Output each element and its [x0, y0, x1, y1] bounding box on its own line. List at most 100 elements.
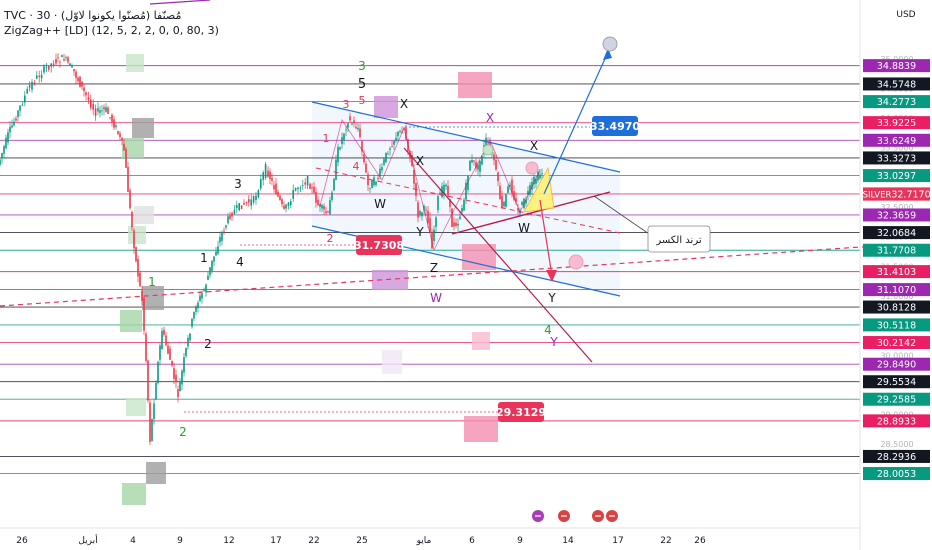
candle-body-40 — [85, 92, 87, 96]
currency-label: USD — [896, 10, 915, 20]
projection-down-arrowhead — [546, 270, 557, 282]
triangle-pattern — [523, 166, 555, 213]
candle-body-155 — [327, 211, 329, 213]
candle-body-61 — [129, 190, 131, 209]
wave-label-8: 1 — [200, 251, 208, 265]
price-tag-text-2: 34.2773 — [877, 97, 916, 108]
symbol-line[interactable]: TVC · 30 · (مُصنّفا (مُصنّوا يكونوا لاوّ… — [4, 9, 182, 22]
candle-body-99 — [205, 284, 207, 293]
candle-body-85 — [177, 389, 179, 398]
candle-body-17 — [36, 75, 38, 79]
candle-body-142 — [299, 187, 302, 189]
candle-body-177 — [371, 180, 373, 189]
candle-body-77 — [161, 330, 163, 350]
price-tag-text-15: 30.2142 — [877, 338, 916, 349]
candle-body-261 — [539, 174, 541, 179]
candle-body-185 — [387, 153, 389, 155]
candle-body-32 — [69, 63, 71, 66]
candle-body-181 — [379, 168, 381, 177]
zone-box-2 — [122, 138, 144, 158]
wave-label-21: X — [530, 139, 538, 153]
zone-box-5 — [142, 286, 164, 310]
candle-body-80 — [167, 345, 169, 354]
price-tag-text-4: 33.6249 — [877, 136, 916, 147]
candle-body-229 — [475, 162, 477, 169]
zone-boxes — [120, 54, 498, 505]
price-tag-box-14 — [863, 318, 930, 332]
candle-body-210 — [437, 195, 439, 211]
price-tag-box-18 — [863, 392, 930, 406]
candle-body-50 — [107, 107, 109, 114]
candle-body-224 — [465, 182, 467, 200]
price-tag-box-19 — [863, 414, 930, 428]
candle-body-221 — [459, 216, 461, 219]
candle-body-31 — [67, 57, 69, 63]
candle-body-174 — [365, 163, 367, 173]
wave-label-5: 4 — [353, 160, 360, 173]
descending-trendline — [403, 147, 593, 363]
candle-body-3 — [5, 137, 7, 149]
candle-body-120 — [250, 199, 252, 206]
candle-body-79 — [165, 335, 167, 346]
symbol-tag-text: SILVER — [863, 191, 892, 201]
candle-body-122 — [255, 195, 257, 201]
candle-body-81 — [169, 348, 171, 360]
candle-body-244 — [505, 194, 507, 207]
candle-body-110 — [227, 216, 229, 224]
candle-body-127 — [267, 170, 269, 177]
candle-body-147 — [311, 187, 313, 189]
candle-body-200 — [417, 202, 419, 218]
candle-body-243 — [503, 201, 505, 207]
zigzag-line — [319, 119, 541, 252]
wave-label-12: 2 — [179, 425, 187, 439]
y-tick-5: 32.5000 — [880, 203, 913, 212]
candle-body-35 — [75, 71, 77, 78]
wave-label-2: 1 — [323, 132, 330, 145]
price-tag-box-13 — [863, 300, 930, 314]
candle-body-175 — [367, 174, 369, 186]
zone-box-0 — [126, 54, 144, 72]
candle-body-194 — [405, 127, 407, 140]
candle-body-87 — [181, 370, 183, 385]
candle-body-66 — [139, 272, 141, 287]
candle-body-141 — [297, 187, 299, 190]
price-tag-text-13: 30.8128 — [877, 303, 916, 314]
candle-body-33 — [71, 65, 73, 68]
candle-body-208 — [433, 229, 435, 242]
indicator-line[interactable]: ZigZag++ [LD] (12, 5, 2, 2, 0, 0, 80, 3) — [4, 24, 219, 37]
wave-label-7: 3 — [234, 177, 242, 191]
candle-body-260 — [537, 172, 539, 181]
candle-body-179 — [375, 181, 377, 185]
wave-label-9: 4 — [236, 255, 244, 269]
candle-body-113 — [233, 210, 236, 215]
candle-body-259 — [535, 178, 537, 184]
x-tick-4: 12 — [223, 536, 234, 546]
candle-body-114 — [236, 205, 238, 209]
candle-body-41 — [87, 97, 90, 100]
projection-up-line — [543, 51, 609, 195]
candle-body-92 — [191, 318, 193, 327]
zone-box-15 — [382, 350, 402, 374]
candle-body-129 — [271, 178, 273, 181]
x-tick-10: 9 — [517, 536, 523, 546]
candle-body-154 — [325, 211, 327, 214]
candle-body-162 — [341, 137, 343, 145]
candle-body-116 — [240, 205, 243, 209]
candle-body-63 — [133, 230, 135, 249]
x-tick-14: 26 — [694, 536, 706, 546]
wave-label-10: 2 — [204, 337, 212, 351]
x-tick-9: 6 — [469, 536, 475, 546]
price-tag-box-17 — [863, 375, 930, 389]
price-tag-box-21 — [863, 467, 930, 481]
candle-body-191 — [399, 130, 401, 132]
candle-body-24 — [52, 63, 55, 65]
candle-body-206 — [429, 218, 431, 233]
wave-label-0: 3 — [358, 59, 366, 73]
wave-label-15: W — [374, 197, 386, 211]
candle-body-226 — [469, 160, 471, 171]
candle-body-213 — [443, 184, 445, 194]
candle-body-238 — [493, 154, 495, 161]
candle-body-227 — [471, 159, 473, 163]
